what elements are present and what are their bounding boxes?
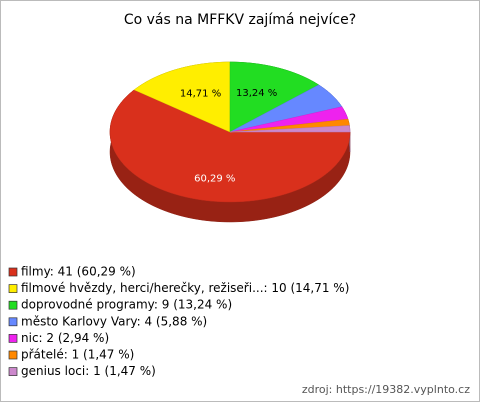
legend-label: přátelé: 1 (1,47 %): [21, 348, 134, 362]
legend-label: doprovodné programy: 9 (13,24 %): [21, 298, 232, 312]
legend-swatch: [8, 350, 18, 360]
chart-title: Co vás na MFFKV zajímá nejvíce?: [124, 12, 356, 28]
slice: [109, 89, 351, 203]
slice: [229, 106, 349, 133]
legend-label: filmy: 41 (60,29 %): [21, 265, 136, 279]
legend-swatch: [8, 267, 18, 277]
value-label: 14,71 %: [180, 89, 221, 100]
value-label: 60,29 %: [194, 174, 235, 185]
slice: [229, 125, 351, 133]
value-label: 13,24 %: [236, 88, 277, 99]
slice: [133, 61, 231, 133]
legend-label: filmové hvězdy, herci/herečky, režiseři.…: [21, 281, 349, 295]
legend-swatch: [8, 300, 18, 310]
legend-swatch: [8, 367, 18, 376]
legend-label: genius loci: 1 (1,47 %): [21, 364, 156, 378]
slice: [229, 84, 343, 133]
legend-label: město Karlovy Vary: 4 (5,88 %): [21, 314, 207, 328]
legend-swatch: [8, 284, 18, 293]
legend-swatch: [8, 334, 18, 343]
source: zdroj: https://19382.vyplnto.cz: [302, 383, 470, 396]
legend-label: nic: 2 (2,94 %): [21, 331, 109, 345]
slice: [229, 61, 320, 133]
legend-swatch: [8, 317, 18, 327]
